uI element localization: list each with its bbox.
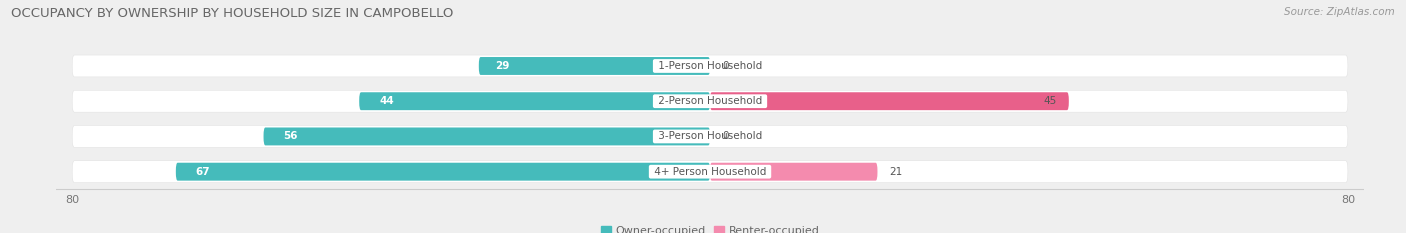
Text: 44: 44 — [380, 96, 394, 106]
FancyBboxPatch shape — [72, 161, 1348, 183]
Text: 45: 45 — [1043, 96, 1057, 106]
Text: 2-Person Household: 2-Person Household — [655, 96, 765, 106]
Text: 0: 0 — [723, 61, 728, 71]
Text: Source: ZipAtlas.com: Source: ZipAtlas.com — [1284, 7, 1395, 17]
Text: 56: 56 — [284, 131, 298, 141]
Text: 29: 29 — [495, 61, 509, 71]
FancyBboxPatch shape — [479, 57, 710, 75]
Text: 3-Person Household: 3-Person Household — [655, 131, 765, 141]
Text: 1-Person Household: 1-Person Household — [655, 61, 765, 71]
Text: OCCUPANCY BY OWNERSHIP BY HOUSEHOLD SIZE IN CAMPOBELLO: OCCUPANCY BY OWNERSHIP BY HOUSEHOLD SIZE… — [11, 7, 454, 20]
FancyBboxPatch shape — [710, 92, 1069, 110]
FancyBboxPatch shape — [72, 126, 1348, 147]
FancyBboxPatch shape — [72, 55, 1348, 77]
FancyBboxPatch shape — [176, 163, 710, 181]
Text: 0: 0 — [723, 131, 728, 141]
Text: 4+ Person Household: 4+ Person Household — [651, 167, 769, 177]
FancyBboxPatch shape — [710, 163, 877, 181]
Text: 21: 21 — [890, 167, 903, 177]
FancyBboxPatch shape — [359, 92, 710, 110]
Legend: Owner-occupied, Renter-occupied: Owner-occupied, Renter-occupied — [596, 222, 824, 233]
FancyBboxPatch shape — [263, 127, 710, 145]
Text: 67: 67 — [195, 167, 211, 177]
FancyBboxPatch shape — [72, 90, 1348, 112]
